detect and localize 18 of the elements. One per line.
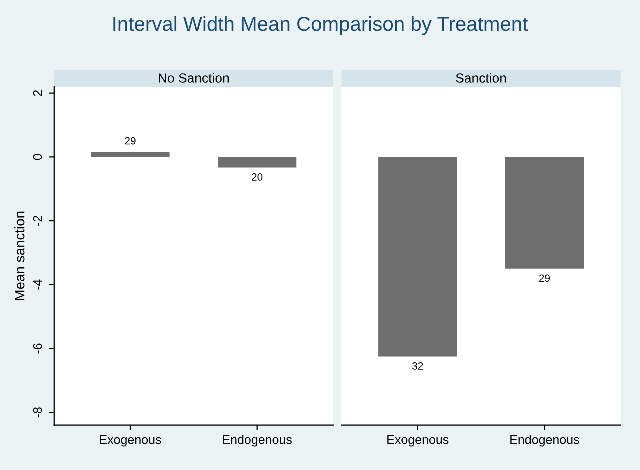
x-tick-label: Exogenous <box>100 436 162 447</box>
x-tick-label: Endogenous <box>223 435 292 447</box>
y-tick-label: 0 <box>33 154 42 160</box>
annotation: 32 <box>412 362 424 370</box>
y-tick-label: -4 <box>33 280 42 290</box>
annotation: 20 <box>252 174 263 181</box>
y-tick-label: 2 <box>33 90 42 96</box>
x-tick-label: Exogenous <box>388 436 449 447</box>
annotation: 29 <box>125 137 136 145</box>
y-axis-title: Mean sanction <box>14 212 25 300</box>
chart-subtitle: Sanction <box>456 73 506 83</box>
y-tick-label: -8 <box>33 408 42 418</box>
chart-subtitle: No Sanction <box>159 73 229 83</box>
annotation: 29 <box>539 274 550 282</box>
chart-title: Interval Width Mean Comparison by Treatment <box>114 16 528 36</box>
x-tick-label: Endogenous <box>510 435 580 447</box>
y-tick-label: -6 <box>33 344 42 354</box>
y-tick-label: -2 <box>33 216 42 226</box>
